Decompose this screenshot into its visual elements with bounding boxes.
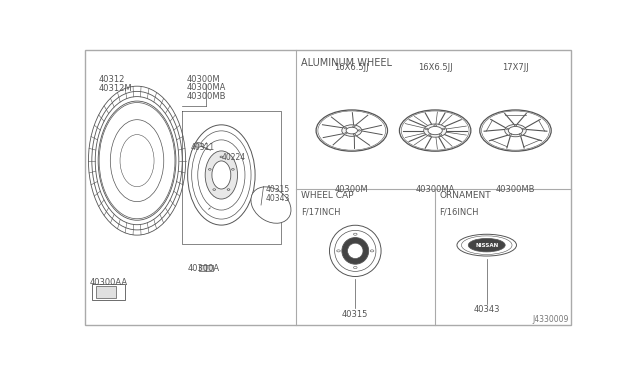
Text: 40300AA: 40300AA [90, 278, 128, 287]
Circle shape [337, 250, 340, 252]
Circle shape [522, 128, 524, 130]
Ellipse shape [348, 243, 363, 259]
Ellipse shape [318, 111, 386, 150]
Ellipse shape [330, 225, 381, 276]
Circle shape [345, 132, 347, 134]
Ellipse shape [428, 126, 442, 135]
Circle shape [232, 169, 234, 170]
Text: 40300MB: 40300MB [187, 92, 226, 101]
Circle shape [213, 189, 216, 190]
Text: 40343: 40343 [474, 305, 500, 314]
Circle shape [434, 125, 436, 126]
Ellipse shape [505, 124, 526, 137]
Text: 40315: 40315 [342, 310, 369, 318]
Ellipse shape [335, 230, 376, 272]
Ellipse shape [99, 103, 175, 219]
Circle shape [353, 233, 357, 235]
Circle shape [429, 134, 431, 135]
Ellipse shape [191, 131, 251, 219]
Circle shape [515, 125, 516, 126]
Text: 16X6.5JJ: 16X6.5JJ [335, 63, 369, 72]
Text: 40300MA: 40300MA [415, 185, 455, 194]
Ellipse shape [198, 140, 245, 210]
Circle shape [220, 156, 223, 158]
Ellipse shape [342, 125, 362, 137]
Bar [199, 264, 213, 271]
Text: ORNAMENT: ORNAMENT [440, 191, 492, 200]
Text: 40224: 40224 [221, 153, 246, 162]
Circle shape [506, 128, 509, 130]
Circle shape [519, 134, 522, 135]
Ellipse shape [316, 110, 388, 151]
Circle shape [209, 169, 211, 170]
Circle shape [353, 266, 357, 269]
Bar [97, 286, 116, 298]
Text: ALUMINUM WHEEL: ALUMINUM WHEEL [301, 58, 392, 68]
Bar [211, 209, 220, 215]
Ellipse shape [399, 110, 471, 151]
Text: 40312M: 40312M [99, 84, 132, 93]
Ellipse shape [468, 238, 505, 252]
Text: 40300A: 40300A [188, 264, 220, 273]
Text: 40312: 40312 [99, 75, 125, 84]
Ellipse shape [188, 125, 255, 225]
Text: 16X6.5JJ: 16X6.5JJ [418, 63, 452, 72]
Text: NISSAN: NISSAN [475, 243, 499, 248]
Ellipse shape [212, 161, 231, 189]
Circle shape [370, 250, 374, 252]
Text: 40343: 40343 [266, 194, 290, 203]
Text: F/17INCH: F/17INCH [301, 208, 340, 217]
Ellipse shape [346, 127, 358, 134]
Text: F/16INCH: F/16INCH [440, 208, 479, 217]
Text: J4330009: J4330009 [532, 315, 568, 324]
Bar [92, 284, 125, 299]
Ellipse shape [461, 236, 512, 254]
Text: 40300MA: 40300MA [187, 83, 226, 92]
Text: 40300M: 40300M [335, 185, 369, 194]
Ellipse shape [342, 238, 369, 264]
Circle shape [442, 128, 445, 130]
Circle shape [509, 134, 512, 135]
Ellipse shape [110, 120, 164, 202]
Ellipse shape [251, 187, 291, 223]
Text: 17X7JJ: 17X7JJ [502, 63, 529, 72]
Ellipse shape [205, 151, 237, 199]
Ellipse shape [457, 234, 516, 256]
Text: WHEEL CAP: WHEEL CAP [301, 191, 353, 200]
Circle shape [426, 128, 428, 130]
Circle shape [344, 128, 347, 129]
Text: 40300MB: 40300MB [496, 185, 535, 194]
Circle shape [353, 126, 355, 127]
Ellipse shape [481, 111, 549, 150]
Ellipse shape [508, 126, 523, 135]
Circle shape [353, 134, 355, 135]
Circle shape [227, 189, 230, 190]
Text: 40300M: 40300M [187, 75, 220, 84]
Ellipse shape [480, 110, 551, 151]
Text: 40315: 40315 [266, 185, 290, 194]
Ellipse shape [120, 135, 154, 187]
Circle shape [358, 130, 360, 131]
Ellipse shape [424, 124, 447, 137]
Ellipse shape [401, 111, 469, 150]
Text: 40311: 40311 [191, 142, 215, 152]
Circle shape [439, 134, 442, 135]
Circle shape [194, 142, 202, 147]
